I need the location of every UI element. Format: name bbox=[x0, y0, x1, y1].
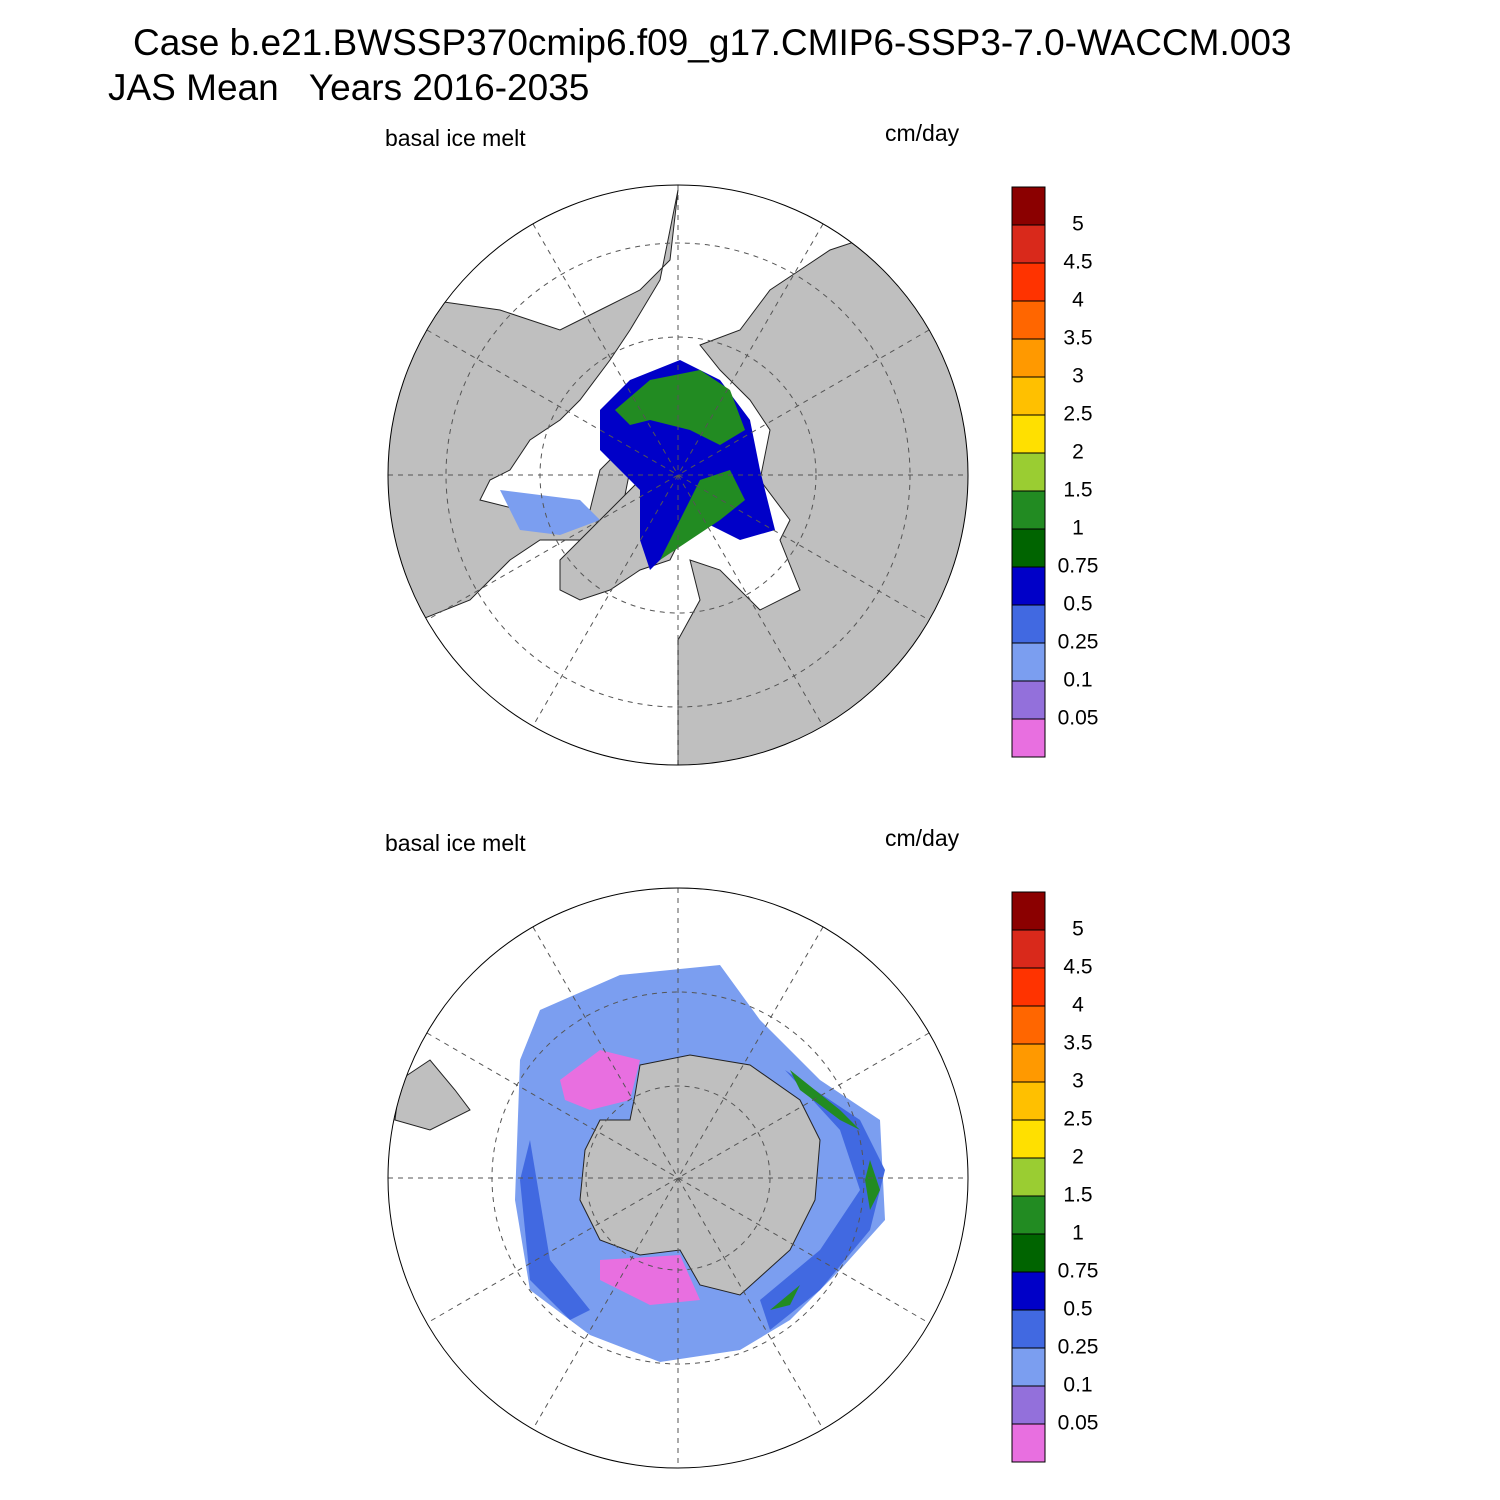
colorbar-label: 1 bbox=[1072, 1222, 1084, 1245]
ice-blue bbox=[520, 1070, 885, 1330]
meridians bbox=[388, 888, 968, 1468]
title-line2: JAS Mean Years 2016-2035 bbox=[108, 67, 589, 108]
colorbar-box bbox=[1011, 1347, 1046, 1387]
colorbar-label: 4.5 bbox=[1063, 956, 1092, 979]
colorbar-box bbox=[1011, 1271, 1046, 1311]
colorbar-box bbox=[1011, 1385, 1046, 1425]
colorbar-box bbox=[1011, 566, 1046, 606]
ice-pink bbox=[560, 1050, 700, 1305]
colorbar-box bbox=[1011, 1423, 1046, 1463]
panel-label: basal ice melt bbox=[385, 125, 526, 151]
land-antarctica bbox=[579, 1054, 821, 1296]
colorbar-label: 2.5 bbox=[1063, 1108, 1092, 1131]
meridians bbox=[388, 185, 968, 765]
colorbar-label: 4 bbox=[1072, 994, 1084, 1017]
colorbar-label: 0.25 bbox=[1058, 1336, 1099, 1359]
colorbar-label: 0.1 bbox=[1063, 669, 1092, 692]
colorbar-box bbox=[1011, 929, 1046, 969]
colorbar-label: 0.25 bbox=[1058, 631, 1099, 654]
colorbar-label: 4.5 bbox=[1063, 251, 1092, 274]
colorbar-label: 5 bbox=[1072, 213, 1084, 236]
colorbar-label: 0.5 bbox=[1063, 593, 1092, 616]
colorbar-box bbox=[1011, 967, 1046, 1007]
colorbar-label: 3 bbox=[1072, 365, 1084, 388]
land-south-america bbox=[394, 1059, 471, 1131]
colorbar-label: 0.5 bbox=[1063, 1298, 1092, 1321]
colorbar-label: 4 bbox=[1072, 289, 1084, 312]
colorbar-box bbox=[1011, 680, 1046, 720]
colorbar-box bbox=[1011, 1195, 1046, 1235]
colorbar-box bbox=[1011, 604, 1046, 644]
colorbar-box bbox=[1011, 186, 1046, 226]
colorbar-box bbox=[1011, 1233, 1046, 1273]
panel-units: cm/day bbox=[885, 825, 960, 851]
colorbar-box bbox=[1011, 490, 1046, 530]
map-border bbox=[387, 887, 969, 1469]
colorbar-label: 5 bbox=[1072, 918, 1084, 941]
colorbar-label: 1 bbox=[1072, 517, 1084, 540]
colorbar-label: 2 bbox=[1072, 1146, 1084, 1169]
colorbar-box bbox=[1011, 528, 1046, 568]
colorbar-box bbox=[1011, 1157, 1046, 1197]
colorbar-label: 0.05 bbox=[1058, 707, 1099, 730]
colorbar-label: 3.5 bbox=[1063, 1032, 1092, 1055]
colorbar-label: 0.1 bbox=[1063, 1374, 1092, 1397]
colorbar-label: 1.5 bbox=[1063, 479, 1092, 502]
title-line1: Case b.e21.BWSSP370cmip6.f09_g17.CMIP6-S… bbox=[133, 22, 1292, 63]
colorbar-box bbox=[1011, 1119, 1046, 1159]
colorbar-box bbox=[1011, 452, 1046, 492]
colorbar-box bbox=[1011, 338, 1046, 378]
antarctic-map bbox=[388, 888, 968, 1468]
colorbar-box bbox=[1011, 1309, 1046, 1349]
colorbar-box bbox=[1011, 1005, 1046, 1045]
colorbar-box bbox=[1011, 642, 1046, 682]
panel-label: basal ice melt bbox=[385, 830, 526, 856]
colorbar-box bbox=[1011, 1043, 1046, 1083]
colorbar-box bbox=[1011, 718, 1046, 758]
colorbar-box bbox=[1011, 1081, 1046, 1121]
colorbar-label: 3.5 bbox=[1063, 327, 1092, 350]
colorbar-label: 3 bbox=[1072, 1070, 1084, 1093]
map-border bbox=[387, 184, 969, 766]
colorbar-label: 0.05 bbox=[1058, 1412, 1099, 1435]
colorbar-label: 0.75 bbox=[1058, 1260, 1099, 1283]
ice-light bbox=[500, 490, 600, 535]
colorbar-label: 2.5 bbox=[1063, 403, 1092, 426]
colorbar-box bbox=[1011, 891, 1046, 931]
colorbar-box bbox=[1011, 300, 1046, 340]
colorbar-box bbox=[1011, 376, 1046, 416]
colorbar-box bbox=[1011, 262, 1046, 302]
arctic-map bbox=[388, 185, 968, 765]
colorbar-label: 1.5 bbox=[1063, 1184, 1092, 1207]
panel-units: cm/day bbox=[885, 120, 960, 146]
colorbar-box bbox=[1011, 414, 1046, 454]
colorbar-label: 0.75 bbox=[1058, 555, 1099, 578]
colorbar-label: 2 bbox=[1072, 441, 1084, 464]
ice-green bbox=[615, 370, 745, 560]
colorbar-box bbox=[1011, 224, 1046, 264]
